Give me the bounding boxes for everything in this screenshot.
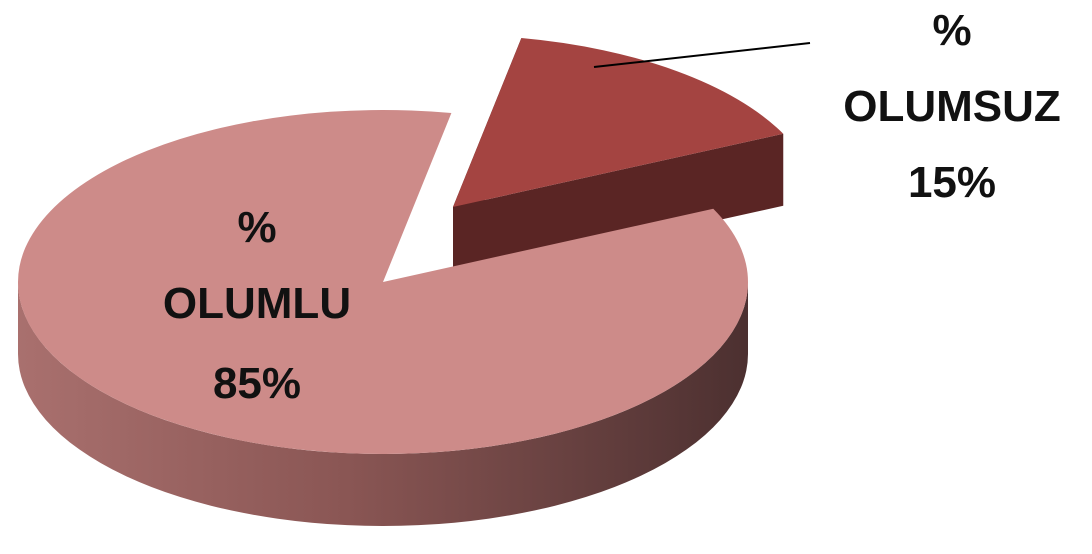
slice-label-olumsuz-prefix: % (932, 6, 971, 55)
pie-slice-cut-face-end (453, 133, 784, 279)
slice-label-olumsuz-value: 15% (908, 158, 996, 207)
slice-label-olumsuz-name: OLUMSUZ (843, 82, 1061, 131)
slice-label-olumlu-name: OLUMLU (163, 279, 351, 328)
pie-slice-top-olumlu (18, 110, 749, 454)
pie-slice-olumlu (18, 110, 749, 526)
slice-label-olumlu-value: 85% (213, 359, 301, 408)
pie-slice-side-olumlu (18, 282, 748, 526)
slice-label-olumlu: % OLUMLU 85% (163, 203, 351, 408)
pie-slice-olumsuz (453, 38, 784, 279)
leader-line (593, 42, 811, 68)
slice-label-olumsuz: % OLUMSUZ 15% (843, 6, 1061, 207)
pie-slice-top-olumsuz (453, 38, 784, 207)
slice-label-olumlu-prefix: % (237, 203, 276, 252)
